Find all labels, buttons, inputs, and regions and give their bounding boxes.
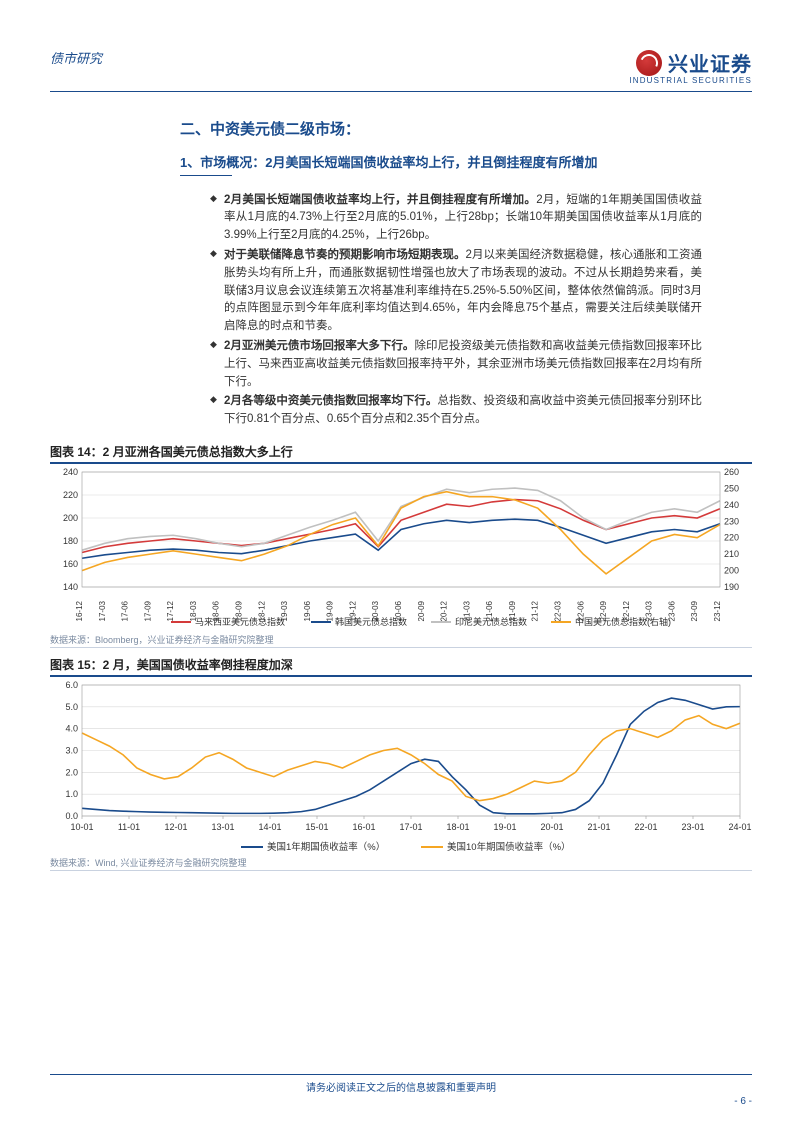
svg-text:11-01: 11-01 [118,822,140,832]
svg-text:6.0: 6.0 [65,680,78,690]
svg-text:17-06: 17-06 [121,601,130,622]
chart14-rule [50,462,752,464]
bullet-list: 2月美国长短端国债收益率均上行，并且倒挂程度有所增加。2月，短端的1年期美国国债… [210,192,702,430]
bullet-item: 对于美联储降息节奏的预期影响市场短期表现。2月以来美国经济数据稳健，核心通胀和工… [210,247,702,336]
svg-text:2.0: 2.0 [65,767,78,777]
svg-text:美国10年期国债收益率（%）: 美国10年期国债收益率（%） [447,841,571,853]
chart15: 0.0 1.0 2.0 3.0 4.0 5.0 6.0 10-01 11-01 12-01 13-0… [50,679,752,854]
svg-text:5.0: 5.0 [65,702,78,712]
svg-text:美国1年期国债收益率（%）: 美国1年期国债收益率（%） [267,841,385,853]
svg-text:240: 240 [63,467,78,477]
svg-text:230: 230 [724,516,739,526]
bullet-bold: 对于美联储降息节奏的预期影响市场短期表现。 [224,249,466,261]
bullet-bold: 2月美国长短端国债收益率均上行，并且倒挂程度有所增加。 [224,194,536,206]
chart14-source: 数据来源：Bloomberg，兴业证券经济与金融研究院整理 [50,633,752,646]
svg-text:260: 260 [724,467,739,477]
page-header: 债市研究 兴业证券 INDUSTRIAL SECURITIES [50,48,752,85]
chart15-rule [50,675,752,677]
chart15-title: 图表 15：2 月，美国国债收益率倒挂程度加深 [50,656,752,673]
svg-text:21-01: 21-01 [587,822,610,832]
svg-text:17-03: 17-03 [98,601,107,622]
svg-text:1.0: 1.0 [65,789,78,799]
svg-text:20-09: 20-09 [417,601,426,622]
bullet-item: 2月美国长短端国债收益率均上行，并且倒挂程度有所增加。2月，短端的1年期美国国债… [210,192,702,245]
svg-text:中国美元债总指数(右轴): 中国美元债总指数(右轴) [575,616,671,627]
bullet-item: 2月亚洲美元债市场回报率大多下行。除印尼投资级美元债指数和高收益美元债指数回报率… [210,338,702,391]
svg-text:12-01: 12-01 [164,822,187,832]
svg-text:19-01: 19-01 [493,822,516,832]
section-title: 二、中资美元债二级市场： [180,118,752,139]
svg-text:3.0: 3.0 [65,746,78,756]
bullet-text: 2月以来美国经济数据稳健，核心通胀和工资通胀势头均有所上升，而通胀数据韧性增强也… [224,249,702,332]
svg-text:220: 220 [724,533,739,543]
svg-text:印尼美元债总指数: 印尼美元债总指数 [455,616,527,627]
footer-disclaimer: 请务必阅读正文之后的信息披露和重要声明 [50,1079,752,1094]
chart15-svg: 0.0 1.0 2.0 3.0 4.0 5.0 6.0 10-01 11-01 12-01 13-0… [50,679,752,854]
svg-text:15-01: 15-01 [305,822,328,832]
svg-text:17-01: 17-01 [399,822,422,832]
bullet-bold: 2月亚洲美元债市场回报率大多下行。 [224,340,414,352]
chart15-source: 数据来源：Wind, 兴业证券经济与金融研究院整理 [50,856,752,869]
doc-category: 债市研究 [50,48,102,67]
svg-text:18-01: 18-01 [446,822,469,832]
svg-text:13-01: 13-01 [211,822,234,832]
svg-text:10-01: 10-01 [70,822,93,832]
svg-text:19-09: 19-09 [326,601,335,622]
svg-text:210: 210 [724,549,739,559]
svg-text:马来西亚美元债总指数: 马来西亚美元债总指数 [195,616,285,627]
chart14: 140 160 180 200 220 240 190 200 210 220 230 240 250 2… [50,466,752,631]
svg-text:0.0: 0.0 [65,811,78,821]
svg-text:韩国美元债总指数: 韩国美元债总指数 [335,616,407,627]
page-footer: 请务必阅读正文之后的信息披露和重要声明 - 6 - [50,1074,752,1107]
svg-text:19-06: 19-06 [303,601,312,622]
svg-text:14-01: 14-01 [258,822,281,832]
svg-text:21-12: 21-12 [531,601,540,622]
brand-name-en: INDUSTRIAL SECURITIES [629,76,752,85]
chart14-source-rule [50,647,752,648]
svg-text:17-09: 17-09 [143,601,152,622]
chart15-source-rule [50,870,752,871]
svg-text:240: 240 [724,500,739,510]
svg-text:23-01: 23-01 [681,822,704,832]
bullet-bold: 2月各等级中资美元债指数回报率均下行。 [224,395,437,407]
svg-text:180: 180 [63,536,78,546]
chart14-svg: 140 160 180 200 220 240 190 200 210 220 230 240 250 2… [50,466,752,631]
svg-text:140: 140 [63,582,78,592]
svg-text:190: 190 [724,582,739,592]
svg-text:16-01: 16-01 [352,822,375,832]
svg-text:24-01: 24-01 [728,822,751,832]
header-rule [50,91,752,92]
bullet-item: 2月各等级中资美元债指数回报率均下行。总指数、投资级和高收益中资美元债回报率分别… [210,393,702,429]
svg-text:23-09: 23-09 [690,601,699,622]
svg-text:200: 200 [63,513,78,523]
svg-text:22-01: 22-01 [634,822,657,832]
brand-block: 兴业证券 INDUSTRIAL SECURITIES [629,48,752,85]
brand-logo-icon [636,50,662,76]
svg-text:20-12: 20-12 [440,601,449,622]
svg-text:23-12: 23-12 [713,601,722,622]
subsection-underline [180,175,232,176]
subsection-title: 1、市场概况：2月美国长短端国债收益率均上行，并且倒挂程度有所增加 [180,153,622,173]
svg-text:17-12: 17-12 [166,601,175,622]
svg-text:220: 220 [63,490,78,500]
svg-text:250: 250 [724,483,739,493]
svg-text:4.0: 4.0 [65,724,78,734]
page-number: - 6 - [50,1096,752,1107]
svg-text:160: 160 [63,559,78,569]
svg-text:200: 200 [724,566,739,576]
chart14-title: 图表 14：2 月亚洲各国美元债总指数大多上行 [50,443,752,460]
footer-rule [50,1074,752,1075]
svg-text:20-01: 20-01 [540,822,563,832]
brand-name-cn: 兴业证券 [668,48,752,77]
svg-text:16-12: 16-12 [75,601,84,622]
svg-text:22-03: 22-03 [554,601,563,622]
